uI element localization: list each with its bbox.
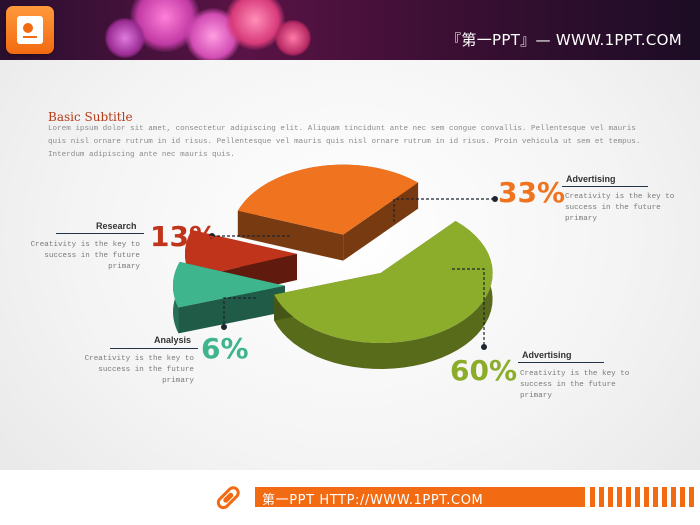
connector-60 — [452, 268, 485, 347]
footer-stripe — [635, 487, 640, 507]
pie-slice-top — [185, 230, 297, 278]
footer-link[interactable]: 第一PPT HTTP://WWW.1PPT.COM — [262, 493, 484, 508]
logo — [6, 6, 54, 54]
footer-stripe — [626, 487, 631, 507]
slice-desc-advertising-top: Creativity is the key to success in the … — [565, 193, 675, 223]
bokeh-light — [105, 18, 145, 58]
slice-label-research: Research — [96, 221, 137, 231]
footer-stripe — [653, 487, 658, 507]
connector-33 — [393, 198, 495, 222]
divider — [56, 233, 144, 234]
connector-60-dot — [481, 344, 487, 350]
slice-label-advertising-top: Advertising — [566, 174, 616, 184]
slice-desc-analysis: Creativity is the key to success in the … — [84, 355, 194, 385]
header-banner: 『第一PPT』— WWW.1PPT.COM — [0, 0, 700, 60]
footer-bar — [255, 487, 585, 507]
connector-13-dot — [209, 233, 215, 239]
pie-slice-60pct — [274, 221, 493, 370]
divider — [110, 348, 198, 349]
pie-slice-top — [237, 164, 419, 235]
footer-stripe — [680, 487, 685, 507]
pie-slice-33pct — [237, 164, 419, 261]
footer-stripe — [644, 487, 649, 507]
footer-stripe — [617, 487, 622, 507]
connector-6-dot — [221, 324, 227, 330]
data-label-6: 6% — [201, 332, 249, 365]
footer-stripe — [662, 487, 667, 507]
bokeh-light — [275, 20, 311, 56]
footer-stripe — [599, 487, 604, 507]
footer-stripe — [671, 487, 676, 507]
connector-6 — [223, 297, 256, 327]
pie-slice-wall — [343, 182, 419, 261]
data-label-33: 33% — [498, 176, 566, 209]
subtitle-body: Lorem ipsum dolor sit amet, consectetur … — [48, 125, 641, 159]
slice-desc-advertising-bottom: Creativity is the key to success in the … — [520, 370, 630, 400]
presentation-doc-icon — [17, 16, 43, 44]
pie-slice-6pct — [173, 261, 286, 334]
pie-slice-wall — [237, 210, 344, 261]
slice-label-advertising-bottom: Advertising — [522, 350, 572, 360]
subtitle-heading: Basic Subtitle — [48, 110, 133, 124]
connector-33-dot — [492, 196, 498, 202]
pie-slice-top — [274, 221, 493, 344]
brand-title: 『第一PPT』— WWW.1PPT.COM — [446, 31, 682, 49]
slice-label-analysis: Analysis — [154, 335, 192, 345]
divider — [518, 362, 604, 363]
footer-stripe — [689, 487, 694, 507]
data-label-13: 13% — [150, 220, 218, 253]
data-label-60: 60% — [450, 354, 518, 387]
footer-stripe — [590, 487, 595, 507]
pencil-icon — [216, 486, 240, 510]
footer-stripe — [608, 487, 613, 507]
slice-desc-research: Creativity is the key to success in the … — [30, 241, 140, 271]
divider — [562, 186, 648, 187]
pie-slice-top — [173, 261, 286, 308]
